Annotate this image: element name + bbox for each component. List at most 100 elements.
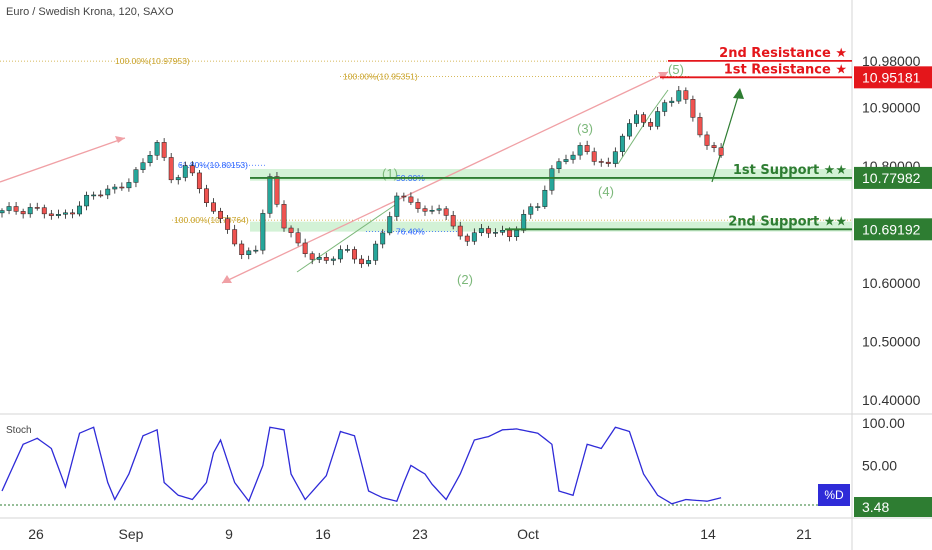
- trend-arrow: [222, 275, 232, 283]
- fib-label: 100.00%(10.97953): [115, 56, 190, 66]
- fib-label: 61.80%(10.80153): [178, 160, 248, 170]
- candle-bear: [288, 227, 294, 233]
- fib-label: 100.00%(10.70764): [174, 215, 249, 225]
- candle-bear: [225, 218, 231, 230]
- level-label: 1st Resistance ★: [724, 62, 847, 77]
- candle-bear: [41, 207, 47, 215]
- candle-bear: [450, 215, 456, 227]
- price-tick-label: 10.98000: [862, 53, 921, 69]
- candle-bear: [591, 151, 597, 162]
- candle-bear: [507, 230, 513, 237]
- candle-bull: [570, 154, 576, 160]
- candle-bear: [34, 207, 40, 209]
- wave-line: [617, 114, 651, 165]
- candle-bear: [168, 157, 174, 181]
- candle-bear: [70, 212, 75, 215]
- time-tick-label: 9: [225, 526, 233, 542]
- wave-label: (2): [457, 272, 473, 287]
- candle-bull: [627, 123, 632, 137]
- candle-bull: [182, 165, 188, 178]
- price-tick-label: 10.50000: [862, 334, 921, 350]
- price-tag-label: 10.95181: [862, 69, 921, 85]
- candles: [0, 85, 724, 268]
- trend-arrow: [115, 136, 125, 143]
- stoch-panel: %D: [0, 426, 852, 506]
- candle-bull: [91, 194, 97, 197]
- candle-bull: [6, 206, 12, 211]
- candle-bull: [535, 206, 541, 208]
- price-tag-label: 10.77982: [862, 170, 921, 186]
- candle-bull: [366, 260, 372, 265]
- candle-bull: [387, 216, 393, 234]
- candle-bull: [655, 111, 661, 127]
- candle-bear: [309, 253, 315, 260]
- candle-bear: [401, 195, 407, 198]
- candle-bear: [704, 134, 710, 146]
- candle-bear: [211, 202, 216, 212]
- candle-bull: [394, 195, 400, 217]
- candle-bull: [345, 249, 350, 251]
- price-tag: [854, 218, 932, 241]
- stoch-value-label: 3.48: [862, 499, 889, 515]
- candle-bull: [429, 209, 435, 212]
- candle-bear: [232, 229, 238, 245]
- candle-bull: [556, 161, 562, 169]
- candle-bear: [48, 213, 54, 216]
- candle-bear: [464, 235, 470, 242]
- wave-label: (4): [598, 184, 614, 199]
- price-tick-label: 10.90000: [862, 100, 921, 116]
- candle-bear: [711, 145, 717, 148]
- candle-bear: [683, 90, 689, 100]
- candle-bull: [669, 100, 675, 103]
- wave-label: (5): [668, 62, 684, 77]
- candle-bear: [295, 232, 301, 244]
- candle-bear: [196, 172, 202, 190]
- candle-bull: [528, 206, 534, 215]
- candle-bear: [218, 210, 224, 219]
- candle-bull: [27, 207, 33, 215]
- candle-bull: [133, 169, 139, 183]
- candle-bull: [126, 182, 132, 189]
- candle-bear: [302, 242, 308, 254]
- chart-title: Euro / Swedish Krona, 120, SAXO: [6, 6, 174, 18]
- candle-bull: [436, 208, 442, 211]
- candle-bear: [648, 122, 654, 127]
- candle-bear: [486, 228, 491, 234]
- price-tick-label: 10.60000: [862, 275, 921, 291]
- candle-bull: [521, 214, 527, 231]
- candle-bear: [598, 161, 604, 163]
- candle-bull: [676, 90, 682, 102]
- projection-line: [711, 89, 741, 183]
- candle-bear: [605, 161, 611, 164]
- stoch-d-badge-label: %D: [824, 488, 844, 502]
- time-tick-label: 14: [700, 526, 716, 542]
- candle-bull: [63, 212, 68, 215]
- candle-bear: [443, 208, 449, 216]
- wave-line: [296, 204, 396, 273]
- time-tick-label: 26: [28, 526, 44, 542]
- candle-bull: [337, 249, 343, 260]
- candle-bear: [189, 165, 195, 174]
- stoch-title: Stoch: [6, 425, 32, 436]
- candle-bull: [563, 159, 569, 162]
- trend-arrow: [658, 72, 668, 80]
- level-label: 2nd Resistance ★: [719, 46, 847, 61]
- candle-bull: [316, 257, 322, 260]
- stoch-d-line: [1, 426, 722, 505]
- candle-bull: [175, 177, 181, 181]
- trendline-1: [0, 137, 126, 183]
- candle-bear: [13, 206, 19, 212]
- candle-bear: [323, 257, 329, 261]
- level-label: 2nd Support ★★: [728, 214, 847, 229]
- level-label: 1st Support ★★: [733, 163, 847, 178]
- candle-bear: [584, 145, 590, 152]
- candle-bear: [408, 196, 414, 203]
- candle-bull: [471, 232, 477, 242]
- level-lines: 2nd Resistance ★1st Resistance ★ 1st Supp…: [250, 46, 852, 231]
- candle-bull: [112, 186, 118, 190]
- candle-bull: [105, 188, 111, 196]
- candle-bull: [154, 142, 160, 156]
- price-tag: [854, 166, 932, 189]
